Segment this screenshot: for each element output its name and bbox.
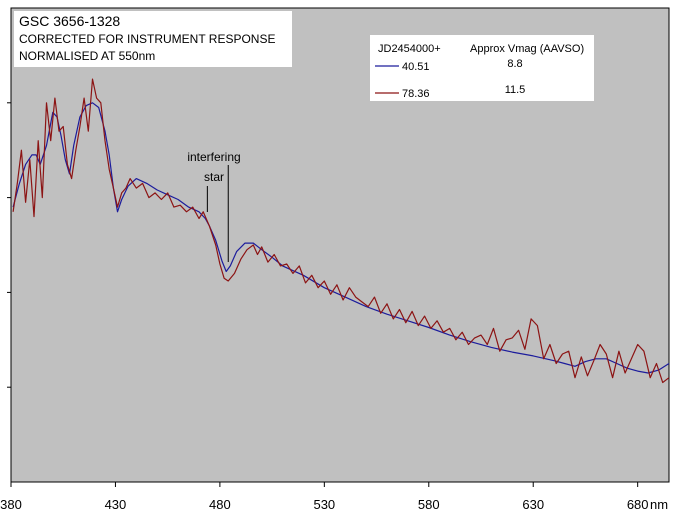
legend-jd-2: 78.36 (402, 88, 430, 100)
axes: 380 430 480 530 580 630 680 (0, 102, 649, 512)
x-tick-label: 430 (105, 497, 127, 512)
series-line-2 (12, 78, 670, 384)
x-tick-label: 580 (418, 497, 440, 512)
legend-jd-1: 40.51 (402, 61, 430, 73)
legend-header-jd: JD2454000+ (378, 43, 441, 55)
annotation-line-1: interfering (187, 150, 240, 164)
chart-title: GSC 3656-1328 (19, 13, 120, 29)
legend-vmag-2: 11.5 (505, 84, 526, 96)
legend-bg (370, 35, 594, 101)
x-tick-label: 680 (627, 497, 649, 512)
x-tick-label: 380 (0, 497, 22, 512)
x-tick-label: 530 (313, 497, 335, 512)
legend: JD2454000+ Approx Vmag (AAVSO) 40.51 8.8… (370, 35, 594, 101)
legend-vmag-1: 8.8 (507, 58, 522, 70)
title-box-bg (14, 11, 292, 67)
annotation-line-2: star (204, 170, 224, 184)
series-layer (12, 78, 670, 384)
title-box: GSC 3656-1328 CORRECTED FOR INSTRUMENT R… (14, 11, 292, 67)
annotation: interfering star (187, 150, 241, 262)
x-tick-label: 480 (209, 497, 231, 512)
x-tick-label: 630 (522, 497, 544, 512)
chart-subtitle-1: CORRECTED FOR INSTRUMENT RESPONSE (19, 32, 275, 46)
chart-subtitle-2: NORMALISED AT 550nm (19, 49, 155, 63)
x-axis-unit: nm (650, 497, 668, 512)
legend-header-vmag: Approx Vmag (AAVSO) (470, 43, 584, 55)
